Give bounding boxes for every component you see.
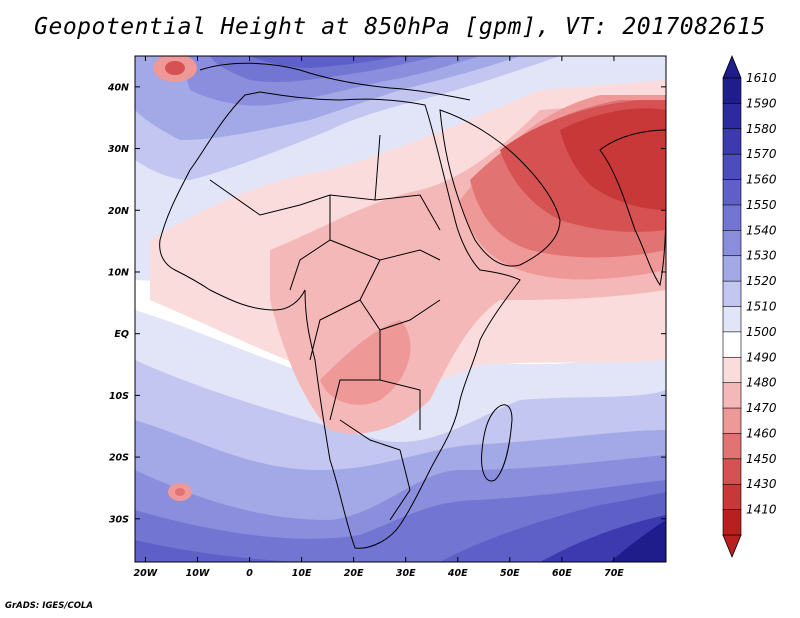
colorbar-label: 1530	[746, 249, 777, 263]
plot-frame	[134, 55, 667, 563]
y-axis: 40N 30N 20N 10N EQ 10S 20S 30S	[107, 82, 666, 525]
colorbar-swatch	[722, 382, 742, 409]
height-field	[135, 56, 666, 562]
x-tick-label: 60E	[552, 568, 572, 579]
field-contour	[175, 488, 185, 496]
x-tick-label: 70E	[604, 568, 624, 579]
y-tick-label: 20S	[109, 453, 129, 464]
africa-coastline	[159, 91, 521, 549]
colorbar-label: 1520	[746, 274, 777, 288]
colorbar-swatch	[722, 103, 742, 130]
x-tick-label: 20W	[134, 568, 158, 579]
colorbar-label: 1560	[746, 173, 777, 187]
colorbar-arrow-bottom	[722, 534, 742, 559]
x-axis: 20W 10W 0 10E 20E 30E 40E 50E 60E 70E	[134, 56, 624, 579]
colorbar-label: 1570	[746, 147, 777, 161]
colorbar-swatch	[722, 483, 742, 511]
colorbar-swatch	[722, 128, 742, 155]
field-contour	[210, 56, 440, 83]
x-tick-label: 50E	[500, 568, 520, 579]
colorbar-label: 1580	[746, 122, 777, 136]
colorbar-label: 1610	[746, 71, 777, 85]
india-coastline	[599, 129, 666, 287]
field-contour	[610, 520, 666, 562]
colorbar-label: 1460	[746, 426, 777, 440]
y-tick-label: 20N	[108, 206, 129, 217]
colorbar-swatch	[722, 230, 742, 257]
chart-title: Geopotential Height at 850hPa [gpm], VT:…	[34, 14, 766, 40]
colorbar-swatch	[722, 306, 742, 333]
field-contour	[560, 108, 666, 210]
colorbar-swatch	[722, 458, 742, 486]
colorbar-label: 1500	[746, 325, 777, 339]
colorbar-label: 1430	[746, 477, 777, 491]
colorbar-label: 1450	[746, 452, 777, 466]
field-contour	[165, 61, 185, 75]
colorbar-label: 1490	[746, 350, 777, 364]
y-tick-label: EQ	[114, 329, 129, 340]
y-tick-label: 10S	[109, 391, 129, 402]
colorbar-arrow-top	[722, 54, 742, 79]
colorbar-label: 1540	[746, 223, 777, 237]
colorbar-swatch	[722, 509, 742, 536]
x-tick-label: 20E	[344, 568, 364, 579]
y-tick-label: 10N	[108, 267, 129, 278]
colorbar-swatch	[722, 407, 742, 435]
field-contour	[135, 492, 666, 562]
colorbar-swatch	[722, 255, 742, 282]
colorbar-label: 1550	[746, 198, 777, 212]
colorbar-swatch	[722, 153, 742, 181]
europe-coastline	[199, 62, 471, 101]
colorbar-label: 1510	[746, 300, 777, 314]
x-tick-label: 10E	[292, 568, 312, 579]
colorbar-label: 1480	[746, 376, 777, 390]
x-tick-label: 40E	[447, 568, 468, 579]
x-tick-label: 30E	[396, 568, 416, 579]
colorbar-swatch	[722, 204, 742, 232]
colorbar-swatch	[722, 356, 742, 384]
country-borders	[209, 134, 441, 521]
colorbar-label: 1470	[746, 401, 777, 415]
x-tick-label: 10W	[186, 568, 210, 579]
madagascar-coastline	[481, 404, 513, 482]
y-tick-label: 30S	[109, 514, 129, 525]
colorbar-swatch	[722, 433, 742, 460]
colorbar-swatch	[722, 331, 742, 359]
colorbar-label: 1410	[746, 503, 777, 517]
coastlines	[159, 62, 666, 549]
credit-text: GrADS: IGES/COLA	[5, 601, 93, 611]
colorbar: 1610 1590 1580 1570 1560 1550 1540 1530 1520 1510…	[722, 54, 777, 559]
x-tick-label: 0	[246, 568, 253, 579]
colorbar-label: 1590	[746, 96, 777, 110]
colorbar-swatch	[722, 179, 742, 206]
colorbar-swatch	[722, 77, 742, 105]
field-contour	[250, 56, 400, 68]
y-tick-label: 40N	[107, 82, 129, 93]
y-tick-label: 30N	[108, 144, 129, 155]
colorbar-swatch	[722, 280, 742, 308]
arabia-coastline	[439, 109, 561, 267]
